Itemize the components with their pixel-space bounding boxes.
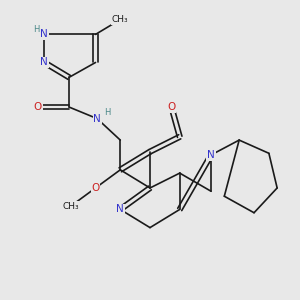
- Text: O: O: [167, 102, 175, 112]
- Text: H: H: [104, 108, 110, 117]
- Text: CH₃: CH₃: [62, 202, 79, 211]
- Text: H: H: [33, 25, 39, 34]
- Text: N: N: [40, 58, 48, 68]
- Text: O: O: [92, 183, 100, 193]
- Text: N: N: [93, 114, 101, 124]
- Text: O: O: [34, 102, 42, 112]
- Text: N: N: [40, 29, 48, 39]
- Text: CH₃: CH₃: [112, 15, 129, 24]
- Text: N: N: [116, 204, 124, 214]
- Text: N: N: [207, 150, 215, 160]
